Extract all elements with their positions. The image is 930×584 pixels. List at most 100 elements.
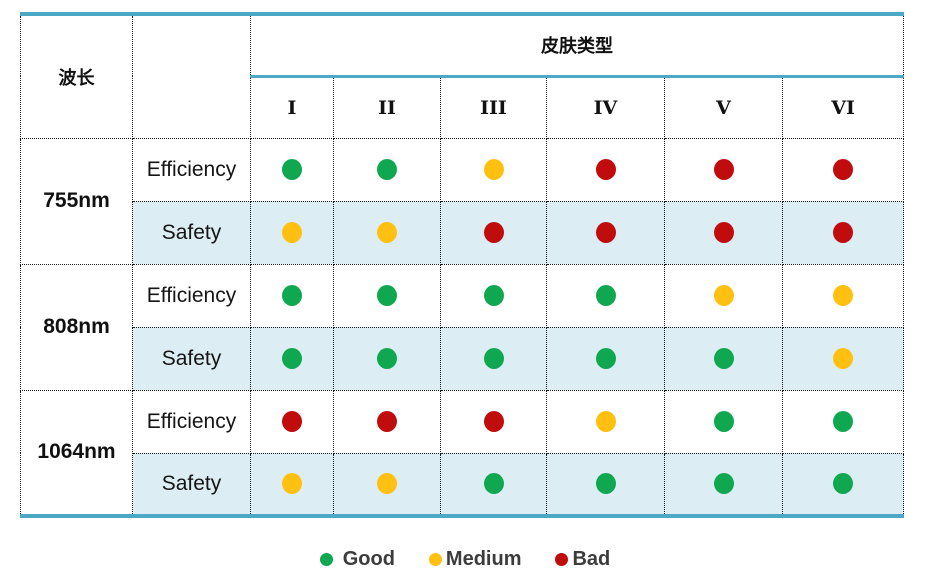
status-dot [282, 222, 302, 243]
dot-cell [664, 326, 783, 391]
table-row: Safety [21, 452, 905, 517]
dot-cell [333, 326, 441, 391]
wavelength-header: 波长 [20, 13, 133, 139]
skin-type-subheader-row: I II III IV V VI [21, 75, 905, 139]
dot-cell [333, 452, 441, 517]
dot-cell [664, 389, 783, 454]
dot-cell [250, 452, 334, 517]
skin-type-col-2: II [333, 75, 441, 139]
status-dot [833, 348, 854, 369]
metric-cell: Efficiency [132, 389, 251, 454]
dot-cell [440, 263, 547, 328]
status-dot [833, 473, 854, 495]
wavelength-cell: 755nm [20, 137, 133, 265]
skin-type-col-5: V [664, 75, 783, 139]
dot-cell [781, 452, 905, 517]
status-dot [595, 285, 616, 306]
legend-item-good: Good [319, 547, 395, 571]
dot-cell [333, 263, 441, 328]
empty-header-cell [132, 13, 251, 139]
legend-label-bad: Bad [572, 547, 611, 570]
dot-cell [250, 137, 334, 202]
skin-type-col-1: I [250, 75, 334, 139]
status-dot [595, 348, 616, 369]
dot-cell [781, 200, 905, 265]
dot-cell [250, 200, 334, 265]
dot-cell [664, 452, 783, 517]
status-dot [833, 285, 854, 306]
dot-cell [781, 326, 905, 391]
dot-cell [546, 200, 665, 265]
status-dot [483, 473, 504, 495]
dot-cell [664, 137, 783, 202]
legend-label-medium: Medium [445, 547, 522, 570]
table-row: Safety [21, 326, 905, 391]
dot-cell [333, 200, 441, 265]
status-dot [377, 285, 397, 306]
dot-cell [250, 389, 334, 454]
status-dot [377, 473, 397, 495]
status-dot [377, 411, 397, 432]
dot-cell [781, 389, 905, 454]
metric-cell: Efficiency [132, 137, 251, 202]
metric-cell: Efficiency [132, 263, 251, 328]
status-dot [713, 159, 734, 180]
status-dot [713, 348, 734, 369]
dot-cell [440, 200, 547, 265]
dot-cell [440, 452, 547, 517]
status-dot [282, 411, 302, 432]
status-dot [595, 411, 616, 432]
dot-cell [781, 137, 905, 202]
status-dot [483, 159, 504, 180]
status-dot [833, 159, 854, 180]
skin-type-col-4: IV [546, 75, 665, 139]
dot-cell [440, 326, 547, 391]
wavelength-cell: 808nm [20, 263, 133, 391]
dot-cell [440, 389, 547, 454]
status-dot [483, 411, 504, 432]
skin-type-col-3: III [440, 75, 547, 139]
wavelength-cell: 1064nm [20, 389, 133, 517]
legend-label-good: Good [342, 547, 395, 570]
legend-item-medium: Medium [428, 547, 522, 571]
status-dot [595, 159, 616, 180]
bad-dot-icon [555, 552, 569, 566]
status-dot [377, 222, 397, 243]
dot-cell [664, 263, 783, 328]
metric-cell: Safety [132, 326, 251, 391]
status-dot [595, 473, 616, 495]
medium-dot-icon [428, 552, 442, 566]
status-dot [377, 348, 397, 369]
status-dot [282, 473, 302, 495]
table-row: Safety [21, 200, 905, 265]
status-dot [377, 159, 397, 180]
table-row: 755nm Efficiency [20, 137, 905, 265]
dot-cell [546, 389, 665, 454]
status-dot [713, 222, 734, 243]
dot-cell [546, 452, 665, 517]
status-dot [282, 348, 302, 369]
legend: Good Medium Bad [0, 544, 930, 574]
status-dot [713, 473, 734, 495]
status-dot [483, 285, 504, 306]
dot-cell [546, 263, 665, 328]
legend-item-bad: Bad [555, 548, 610, 571]
dot-cell [250, 326, 334, 391]
good-dot-icon [319, 552, 333, 566]
status-dot [483, 348, 504, 369]
metric-cell: Safety [132, 200, 251, 265]
table-row: 808nm Efficiency [20, 263, 905, 391]
dot-cell [781, 263, 905, 328]
dot-cell [546, 326, 665, 391]
dot-cell [250, 263, 334, 328]
status-dot [713, 411, 734, 432]
dot-cell [440, 137, 547, 202]
skin-type-header: 皮肤类型 [249, 13, 905, 78]
status-dot [595, 222, 616, 243]
dot-cell [664, 200, 783, 265]
dot-cell [546, 137, 665, 202]
status-dot [713, 285, 734, 306]
status-dot [282, 159, 302, 180]
status-dot [833, 411, 854, 432]
